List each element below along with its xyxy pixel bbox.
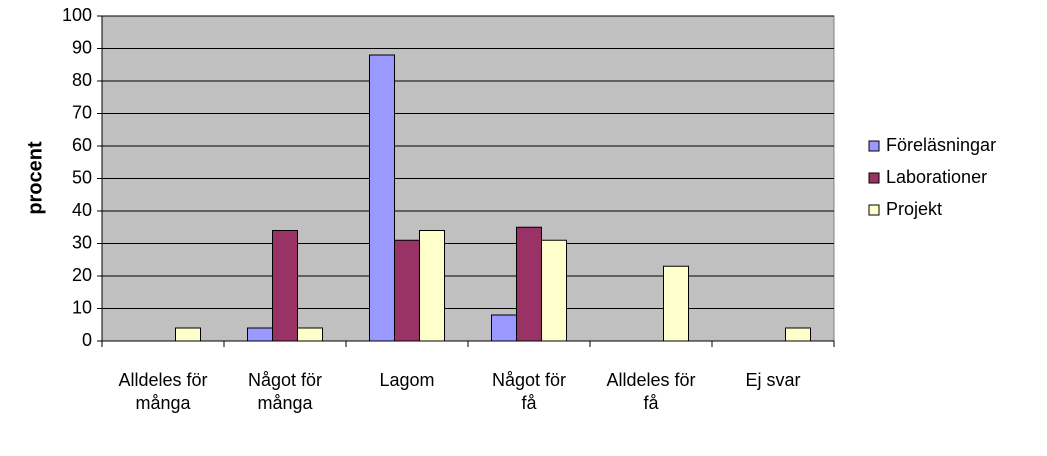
y-tick-label: 80 bbox=[72, 70, 92, 90]
legend-label: Föreläsningar bbox=[886, 135, 996, 155]
bar bbox=[369, 54, 395, 342]
x-tick-label: Alldeles för få bbox=[606, 370, 696, 413]
bar bbox=[272, 230, 298, 342]
y-tick-label: 30 bbox=[72, 232, 92, 252]
y-tick-label: 100 bbox=[62, 5, 92, 25]
legend-swatch bbox=[868, 172, 880, 184]
bar bbox=[419, 230, 445, 342]
y-axis-label: procent bbox=[24, 141, 46, 215]
legend-label: Laborationer bbox=[886, 167, 987, 187]
legend-label: Projekt bbox=[886, 199, 942, 219]
y-tick-label: 60 bbox=[72, 135, 92, 155]
bar bbox=[785, 327, 811, 342]
y-tick-label: 10 bbox=[72, 297, 92, 317]
bar bbox=[491, 314, 517, 342]
y-tick-label: 90 bbox=[72, 37, 92, 57]
x-tick-label: Ej svar bbox=[745, 370, 801, 390]
legend-swatch bbox=[868, 140, 880, 152]
x-tick-label: Lagom bbox=[379, 370, 435, 390]
x-tick-label: Något för få bbox=[491, 370, 567, 413]
bar bbox=[175, 327, 201, 342]
bar bbox=[663, 265, 689, 342]
bar bbox=[541, 239, 567, 342]
x-tick-label: Alldeles för många bbox=[118, 370, 208, 413]
x-tick-label: Något för många bbox=[247, 370, 323, 413]
bar bbox=[394, 239, 420, 342]
y-tick-label: 20 bbox=[72, 265, 92, 285]
bar bbox=[516, 226, 542, 342]
y-tick-label: 0 bbox=[82, 330, 92, 350]
legend-swatch bbox=[868, 204, 880, 216]
y-tick-label: 40 bbox=[72, 200, 92, 220]
y-tick-label: 50 bbox=[72, 167, 92, 187]
bar bbox=[297, 327, 323, 342]
y-tick-label: 70 bbox=[72, 102, 92, 122]
bar bbox=[247, 327, 273, 342]
